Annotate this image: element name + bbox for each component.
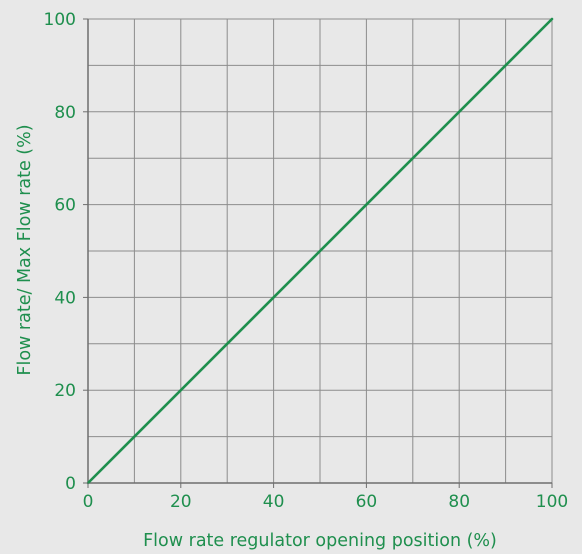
x-tick-label: 20 bbox=[170, 492, 192, 512]
series-line bbox=[86, 17, 554, 485]
x-tick-label: 0 bbox=[83, 492, 94, 512]
x-tick-labels: 0 20 40 60 80 100 bbox=[83, 483, 568, 512]
axes bbox=[87, 19, 552, 484]
x-axis-title: Flow rate regulator opening position (%) bbox=[143, 531, 497, 551]
y-tick-label: 100 bbox=[44, 10, 76, 30]
y-tick-label: 40 bbox=[54, 288, 76, 308]
x-tick-label: 40 bbox=[263, 492, 285, 512]
x-tick-label: 60 bbox=[356, 492, 378, 512]
x-tick-label: 80 bbox=[448, 492, 470, 512]
y-tick-label: 20 bbox=[54, 381, 76, 401]
y-tick-label: 60 bbox=[54, 196, 76, 216]
y-axis-title: Flow rate/ Max Flow rate (%) bbox=[15, 124, 35, 375]
y-tick-label: 80 bbox=[54, 103, 76, 123]
y-tick-label: 0 bbox=[65, 474, 76, 494]
y-tick-labels: 0 20 40 60 80 100 bbox=[44, 10, 88, 494]
grid bbox=[88, 18, 553, 483]
series bbox=[86, 17, 554, 485]
x-tick-label: 100 bbox=[536, 492, 568, 512]
